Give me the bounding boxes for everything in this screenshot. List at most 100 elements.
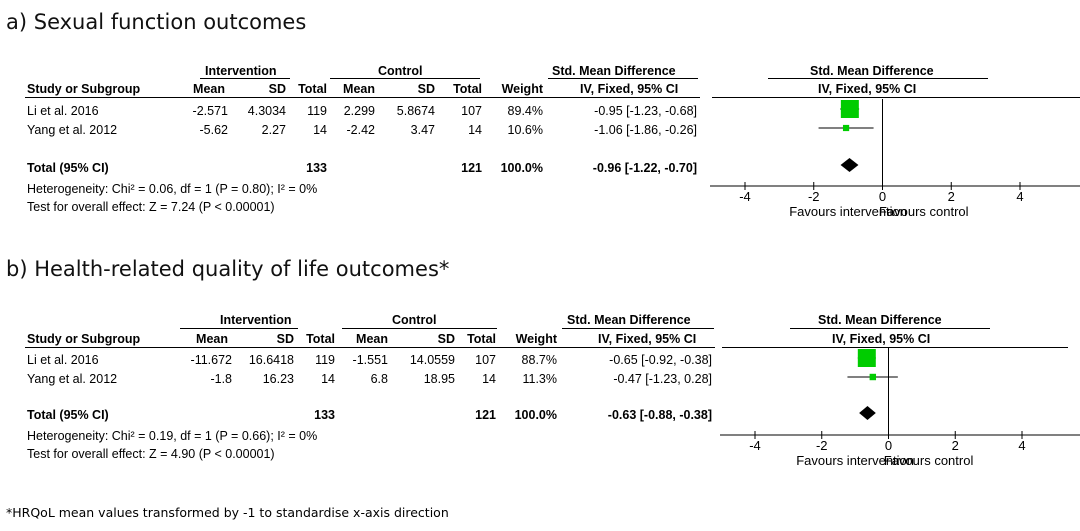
intervention-total: 14 [313,123,327,137]
control-mean: 6.8 [370,372,388,386]
control-sd: 14.0559 [409,353,455,367]
control-total: 14 [482,372,496,386]
intervention-header: Intervention [205,64,277,78]
sd-column-header: SD [276,332,294,346]
plot-header-bottom-rule [722,347,1068,348]
ci-value: -0.96 [-1.22, -0.70] [592,161,697,175]
study-name: Yang et al. 2012 [27,372,118,386]
x-tick-label: 0 [885,438,892,453]
intervention-total: 119 [307,104,327,118]
heterogeneity-text: Heterogeneity: Chi² = 0.06, df = 1 (P = … [27,182,318,196]
intervention-sd: 16.6418 [248,353,294,367]
plot-header-bottom-rule [712,97,1080,98]
favours-intervention-label: Favours intervention [796,453,914,468]
control-rule [342,328,497,329]
intervention-mean: -2.571 [192,104,228,118]
intervention-rule [200,78,290,79]
total-column-header: Total [306,332,335,346]
control-rule [330,78,480,79]
smd-plot-header: Std. Mean Difference [818,313,942,327]
study-column-header: Study or Subgroup [27,82,141,96]
method-column-header: IV, Fixed, 95% CI [598,332,697,346]
mean-column-header: Mean [356,332,388,346]
pooled-diamond [859,406,876,420]
smd-plot-header: Std. Mean Difference [810,64,934,78]
ci-value: -1.06 [-1.86, -0.26] [594,123,697,137]
method-plot-header: IV, Fixed, 95% CI [832,332,931,346]
intervention-mean: -11.672 [190,353,232,367]
x-tick-label: 4 [1018,438,1025,453]
study-name: Li et al. 2016 [27,353,99,367]
study-marker [842,124,850,132]
favours-intervention-label: Favours intervention [789,204,907,219]
footnote: *HRQoL mean values transformed by -1 to … [6,505,449,520]
control-header: Control [392,313,437,327]
control-header: Control [378,64,423,78]
x-tick-label: 2 [948,189,955,204]
pooled-diamond [840,158,859,172]
ci-value: -0.95 [-1.23, -0.68] [594,104,697,118]
x-tick-label: 0 [879,189,886,204]
weight-column-header: Weight [501,82,543,96]
intervention-total: 119 [315,353,335,367]
intervention-sd: 16.23 [262,372,294,386]
sd-column-header: SD [417,82,435,96]
ci-value: -0.63 [-0.88, -0.38] [607,408,712,422]
ci-value: -0.65 [-0.92, -0.38] [609,353,712,367]
sd-column-header: SD [268,82,286,96]
mean-column-header: Mean [193,82,225,96]
intervention-sd: 2.27 [261,123,286,137]
sd-column-header: SD [437,332,455,346]
panel-a-title: a) Sexual function outcomes [6,10,307,34]
control-sd: 3.47 [410,123,435,137]
weight-value: 11.3% [522,372,557,386]
x-tick-label: -4 [749,438,761,453]
smd-plot-rule [790,328,990,329]
total-column-header: Total [298,82,327,96]
study-marker [840,100,859,118]
control-mean: 2.299 [343,104,375,118]
intervention-mean: -5.62 [199,123,229,137]
intervention-total: 133 [314,408,335,422]
total-column-header: Total [453,82,482,96]
x-tick-label: -4 [739,189,751,204]
weight-value: 89.4% [507,104,543,118]
weight-value: 88.7% [521,353,557,367]
study-name: Yang et al. 2012 [27,123,118,137]
control-mean: -2.42 [346,123,376,137]
header-bottom-rule [25,97,700,98]
total-label: Total (95% CI) [27,161,109,175]
x-tick-label: -2 [816,438,828,453]
control-total: 121 [461,161,482,175]
mean-column-header: Mean [343,82,375,96]
control-total: 107 [461,104,482,118]
intervention-sd: 4.3034 [247,104,286,118]
total-column-header: Total [467,332,496,346]
study-name: Li et al. 2016 [27,104,99,118]
smd-header: Std. Mean Difference [552,64,676,78]
control-sd: 18.95 [423,372,455,386]
smd-plot-rule [768,78,988,79]
intervention-header: Intervention [220,313,292,327]
control-total: 14 [468,123,482,137]
overall-effect-text: Test for overall effect: Z = 4.90 (P < 0… [27,447,275,461]
smd-header: Std. Mean Difference [567,313,691,327]
intervention-mean: -1.8 [210,372,232,386]
control-total: 121 [475,408,496,422]
header-bottom-rule [25,347,715,348]
x-tick-label: 4 [1016,189,1023,204]
method-plot-header: IV, Fixed, 95% CI [818,82,917,96]
panel-b-title: b) Health-related quality of life outcom… [6,257,450,281]
study-marker [857,349,876,367]
favours-control-label: Favours control [879,204,969,219]
x-tick-label: -2 [808,189,820,204]
overall-effect-text: Test for overall effect: Z = 7.24 (P < 0… [27,200,275,214]
favours-control-label: Favours control [884,453,974,468]
weight-column-header: Weight [515,332,557,346]
smd-rule [562,328,714,329]
ci-value: -0.47 [-1.23, 0.28] [613,372,712,386]
study-column-header: Study or Subgroup [27,332,141,346]
control-total: 107 [475,353,496,367]
heterogeneity-text: Heterogeneity: Chi² = 0.19, df = 1 (P = … [27,429,318,443]
